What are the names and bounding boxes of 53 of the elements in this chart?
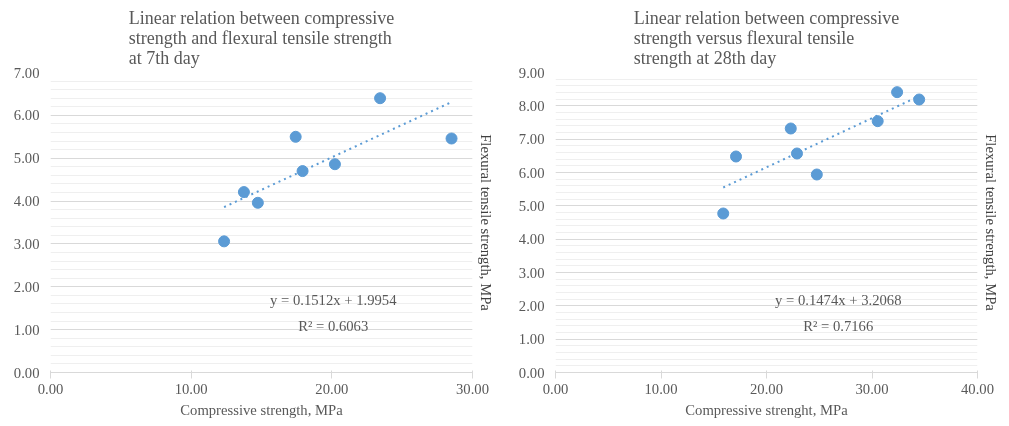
annotation: y = 0.1512x + 1.9954: [270, 292, 398, 308]
x-tick-label: 0.00: [542, 380, 569, 397]
point: [717, 207, 730, 220]
annotation: R² = 0.7166: [803, 317, 874, 334]
x-tick-label: 40.00: [961, 380, 994, 397]
point: [374, 92, 387, 105]
x-tick-label: 10.00: [644, 380, 678, 397]
x-tick-label: 10.00: [174, 380, 208, 397]
y-tick-label: 2.00: [518, 297, 545, 314]
chart-title: Linear relation between compressive strength and flexural tensile strength at 7th day: [128, 7, 395, 68]
point: [251, 196, 264, 209]
x-axis-title: Compressive strength, MPa: [180, 401, 344, 418]
point: [871, 115, 884, 128]
x-tick-label: 20.00: [750, 380, 783, 397]
y-tick-label: 5.00: [13, 150, 40, 167]
y-tick-label: 4.00: [518, 231, 545, 248]
point: [296, 165, 309, 178]
x-tick-label: 0.00: [37, 380, 64, 397]
point: [891, 86, 904, 99]
point: [810, 168, 823, 181]
x-tick-label: 20.00: [315, 380, 349, 397]
y-tick-label: 1.00: [13, 321, 40, 338]
y-tick-label: 6.00: [518, 164, 545, 181]
point: [289, 130, 302, 143]
x-axis-title: Compressive strenght, MPa: [685, 401, 849, 418]
point: [730, 150, 743, 163]
y-tick-label: 8.00: [518, 97, 545, 114]
point: [784, 122, 797, 135]
point: [328, 158, 341, 171]
y-tick-label: 6.00: [13, 107, 40, 124]
y-tick-label: 3.00: [13, 235, 40, 252]
point: [445, 132, 458, 145]
y-axis-title: Flexural tensile strength, MPa: [982, 134, 999, 312]
y-tick-label: 7.00: [13, 64, 40, 81]
y-tick-label: 0.00: [518, 364, 545, 381]
annotation: y = 0.1474x + 3.2068: [775, 292, 902, 308]
y-tick-label: 1.00: [518, 331, 545, 348]
y-tick-label: 9.00: [518, 64, 545, 81]
y-tick-label: 5.00: [518, 197, 545, 214]
point: [218, 235, 231, 248]
x-tick-label: 30.00: [855, 380, 889, 397]
y-tick-label: 4.00: [13, 193, 40, 210]
y-tick-label: 7.00: [518, 131, 545, 148]
point: [237, 186, 250, 199]
y-tick-label: 3.00: [518, 264, 545, 281]
y-tick-label: 2.00: [13, 278, 40, 295]
y-tick-label: 0.00: [13, 364, 40, 381]
annotation: R² = 0.6063: [298, 317, 369, 334]
chart-title: Linear relation between compressive strength versus flexural tensile strength at 28th day: [633, 7, 900, 68]
y-axis-title: Flexural tensile strength, MPa: [477, 134, 494, 312]
x-tick-label: 30.00: [456, 380, 489, 397]
point: [790, 147, 803, 160]
point: [913, 93, 926, 106]
